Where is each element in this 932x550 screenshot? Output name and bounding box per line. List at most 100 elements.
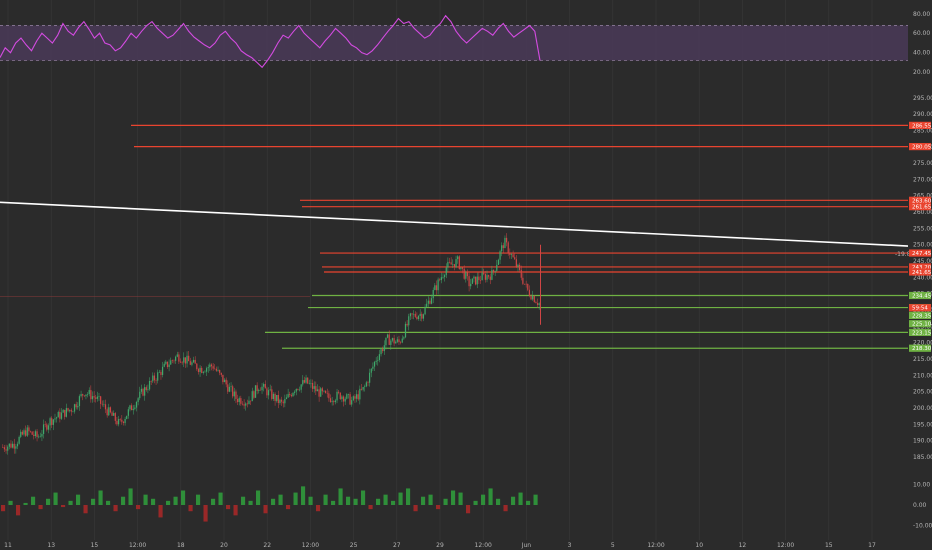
volume-bar	[301, 486, 306, 505]
candle-body	[5, 449, 7, 451]
candle-body	[93, 396, 95, 398]
time-tick-label: 15	[91, 542, 99, 549]
candle-body	[528, 289, 531, 296]
candle-body	[106, 409, 108, 416]
volume-bar	[8, 500, 13, 505]
candle-body	[352, 396, 354, 401]
candle-body	[46, 424, 48, 430]
candle-body	[386, 334, 389, 338]
candle-body	[474, 276, 477, 285]
time-tick-label: 3	[568, 542, 572, 549]
candle-body	[365, 382, 367, 387]
candle-body	[207, 367, 209, 369]
candle-body	[429, 300, 431, 304]
time-tick-label: 18	[177, 542, 185, 549]
candle-body	[520, 269, 522, 278]
candle-body	[333, 401, 335, 403]
candle-body	[497, 259, 500, 265]
candle-body	[292, 392, 294, 397]
candle-body	[54, 418, 56, 420]
candle-body	[116, 420, 118, 425]
candle-body	[188, 355, 190, 362]
time-tick-label: 12:00	[302, 542, 319, 549]
candle-body	[444, 275, 446, 278]
time-tick-label: 11	[4, 542, 12, 549]
candle-body	[305, 377, 307, 383]
support-level-tag: 218.30	[912, 346, 932, 352]
resistance-level-tag: 247.45	[912, 251, 932, 257]
candle-body	[139, 391, 141, 399]
support-level-tag: 223.15	[912, 330, 932, 336]
candle-body	[501, 245, 503, 252]
candle-body	[411, 313, 413, 315]
candle-body	[413, 313, 415, 315]
candle-body	[222, 374, 224, 383]
time-tick-label: 22	[263, 542, 271, 549]
candle-body	[178, 354, 180, 362]
candle-body	[20, 431, 22, 437]
volume-tick-label: 0.00	[913, 502, 927, 509]
candle-body	[430, 298, 433, 304]
volume-bar	[263, 505, 268, 514]
candle-body	[104, 404, 107, 410]
time-tick-label: 20	[220, 542, 228, 549]
candle-body	[382, 349, 384, 352]
rsi-band	[0, 25, 908, 61]
candle-body	[285, 397, 288, 400]
time-tick-label: 12:00	[475, 542, 492, 549]
rsi-line	[0, 14, 541, 69]
candle-body	[10, 443, 12, 448]
candle-body	[28, 427, 30, 432]
candle-body	[393, 338, 395, 344]
candle-body	[331, 401, 333, 403]
resistance-level-tag: 261.65	[912, 205, 932, 211]
candle-body	[65, 408, 68, 417]
candle-body	[171, 360, 173, 361]
trendline[interactable]	[0, 201, 909, 247]
candle-body	[437, 279, 439, 291]
candle-body	[323, 390, 325, 392]
candle-body	[56, 417, 58, 419]
candle-body	[67, 408, 69, 411]
candle-body	[134, 407, 136, 409]
candle-body	[33, 434, 35, 437]
candle-body	[512, 254, 514, 258]
candle-body	[29, 431, 32, 432]
candle-body	[57, 411, 59, 418]
trendline-label: -19.8%	[895, 251, 917, 258]
candle-body	[158, 371, 160, 373]
candle-body	[3, 447, 6, 450]
candle-body	[272, 393, 275, 399]
candle-body	[450, 262, 452, 265]
candle-body	[186, 355, 188, 364]
candle-body	[453, 264, 456, 268]
candle-body	[294, 391, 296, 393]
volume-bar	[451, 490, 456, 505]
volume-bar	[98, 490, 103, 505]
candle-body	[111, 412, 113, 416]
candle-body	[310, 382, 312, 384]
resistance-level-tag: 263.60	[912, 198, 932, 204]
volume-bar	[346, 496, 351, 505]
volume-bar	[496, 498, 501, 505]
candle-body	[522, 277, 524, 284]
candle-body	[499, 251, 501, 260]
candle-body	[354, 396, 356, 399]
candle-body	[447, 261, 449, 268]
candle-body	[373, 361, 376, 367]
volume-bar	[196, 494, 201, 505]
candle-body	[280, 399, 283, 402]
candle-body	[153, 375, 156, 381]
candle-body	[484, 274, 486, 280]
time-tick-label: 17	[868, 542, 876, 549]
support-level-tag-bg	[909, 291, 931, 300]
candle-body	[184, 357, 187, 364]
candle-body	[471, 278, 473, 284]
candle-body	[145, 387, 147, 391]
candle-body	[336, 391, 338, 401]
candle-body	[303, 380, 306, 383]
candle-body	[51, 418, 53, 425]
candle-body	[421, 313, 423, 319]
